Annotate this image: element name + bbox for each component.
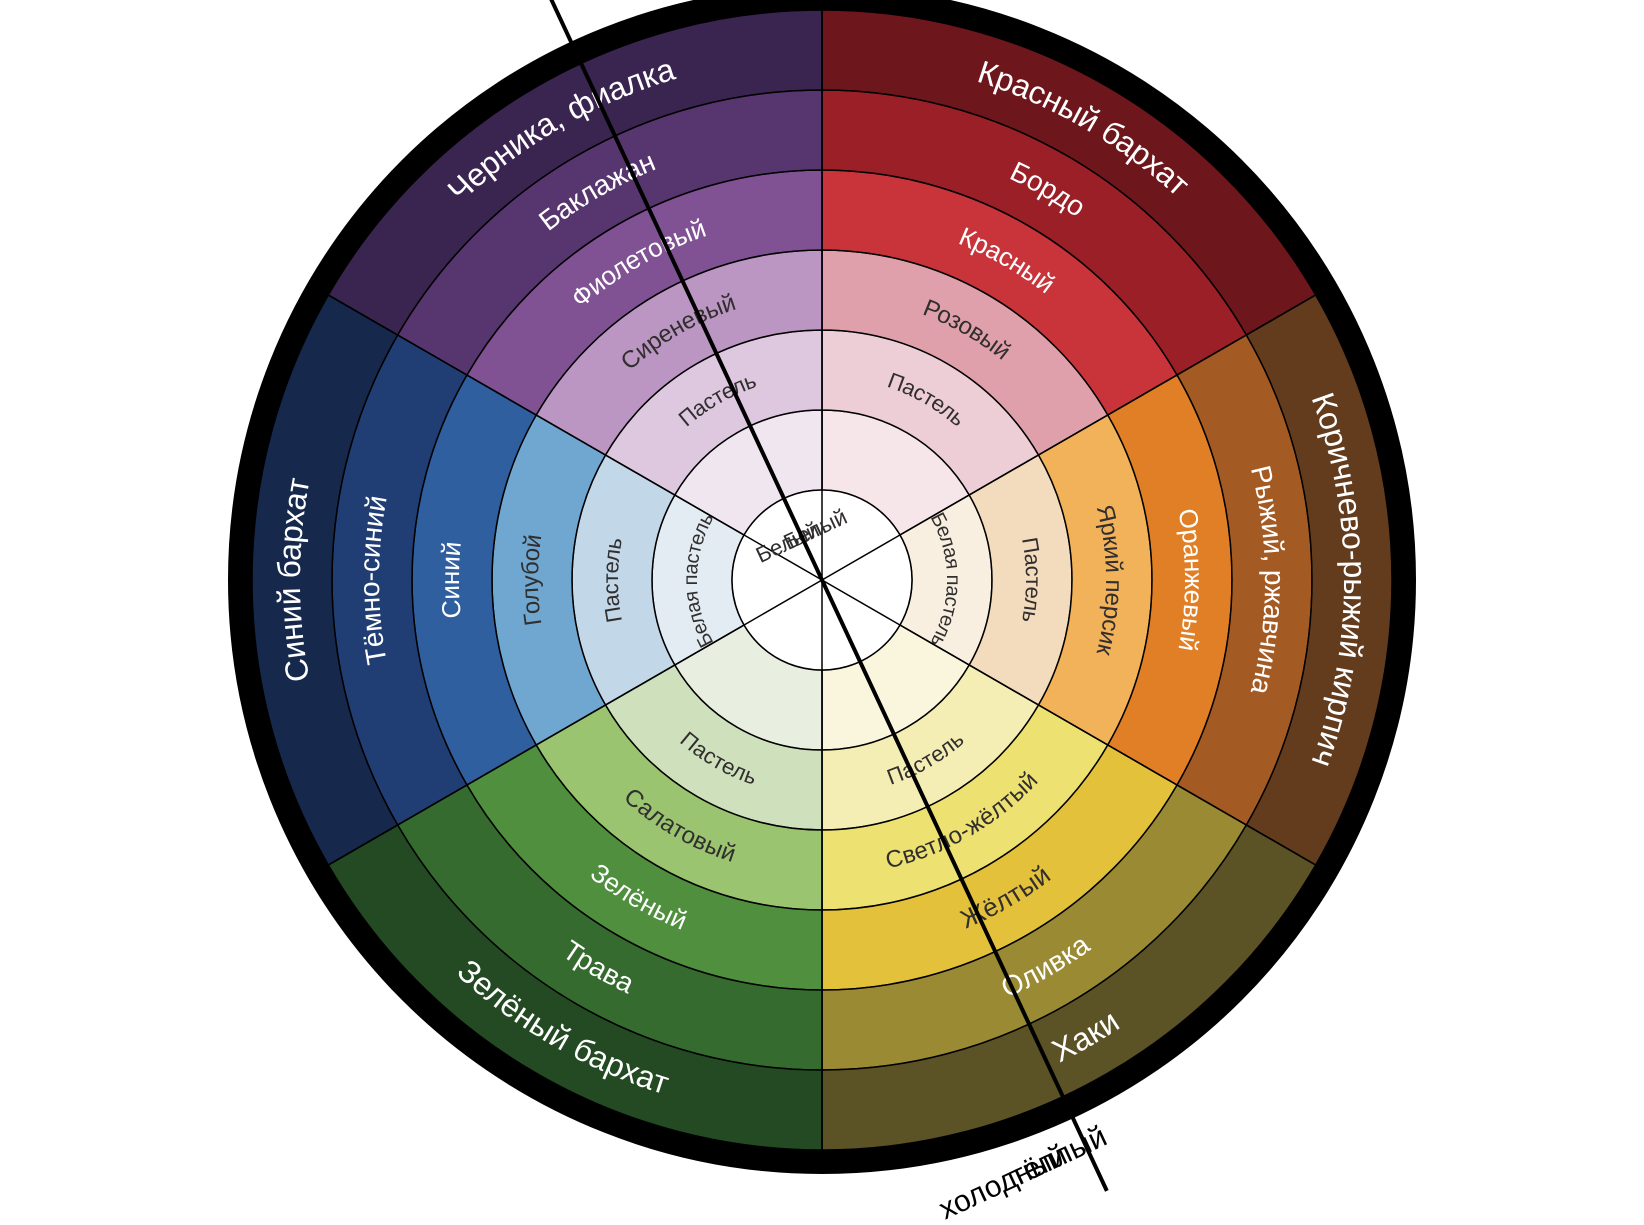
color-wheel-svg: ПастельРозовыйКрасныйБордоКрасный бархат… [0,0,1644,1225]
color-wheel-stage: { "canvas": { "width": 1644, "height": 1… [0,0,1644,1225]
label-orange-ring1: Пастель [1017,536,1046,625]
label-blue-ring3: Синий [435,540,467,619]
label-blue-ring1: Пастель [598,535,627,624]
